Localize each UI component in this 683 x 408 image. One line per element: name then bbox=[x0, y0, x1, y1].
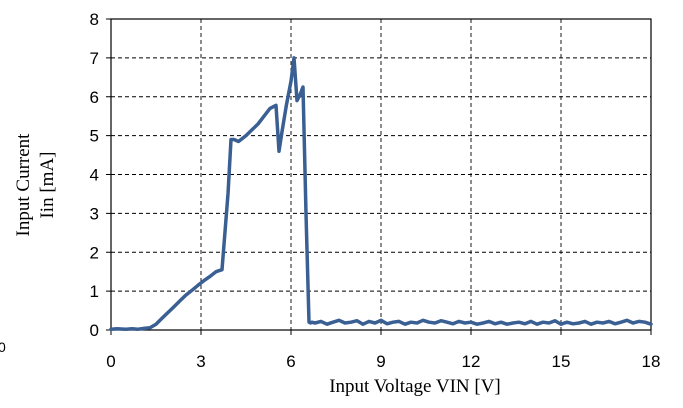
y-tick-label-7: 7 bbox=[90, 49, 99, 68]
y-tick-label-3: 3 bbox=[90, 204, 99, 223]
grid-lines bbox=[111, 19, 651, 330]
y-axis-title: Input Current Iin [mA] bbox=[13, 133, 58, 237]
series-line-0 bbox=[109, 56, 653, 331]
x-tick-labels: 0 3 6 9 12 15 18 bbox=[106, 330, 660, 371]
y-tick-label-8: 8 bbox=[90, 10, 99, 29]
x-axis-title: Input Voltage VIN [V] bbox=[329, 376, 501, 397]
y-tick-label-5: 5 bbox=[90, 127, 99, 146]
y-tick-label-6: 6 bbox=[90, 88, 99, 107]
x-tick-label-12: 12 bbox=[462, 352, 481, 371]
y-tick-label-1: 1 bbox=[90, 282, 99, 301]
x-tick-label-15: 15 bbox=[552, 352, 571, 371]
y-tick-label-0: 0 bbox=[90, 321, 99, 340]
y-tick-labels: 0 1 2 3 4 5 6 7 8 bbox=[90, 10, 111, 340]
x-tick-label-0: 0 bbox=[106, 352, 115, 371]
series-layer bbox=[109, 56, 653, 331]
y-axis-title-line-1: Input Current bbox=[13, 133, 34, 237]
x-tick-label-9: 9 bbox=[376, 352, 385, 371]
stray-label: 0 bbox=[0, 339, 6, 355]
x-tick-label-18: 18 bbox=[642, 352, 661, 371]
y-axis-title-line-2: Iin [mA] bbox=[37, 151, 58, 218]
x-tick-label-6: 6 bbox=[286, 352, 295, 371]
y-tick-label-4: 4 bbox=[90, 166, 99, 185]
y-tick-label-2: 2 bbox=[90, 243, 99, 262]
x-tick-label-3: 3 bbox=[196, 352, 205, 371]
